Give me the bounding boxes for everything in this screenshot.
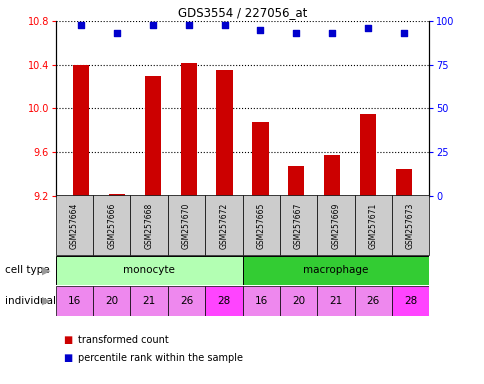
Text: 28: 28	[217, 296, 230, 306]
Text: GSM257666: GSM257666	[107, 202, 116, 248]
Bar	[93, 195, 130, 255]
Text: cell type: cell type	[5, 265, 49, 275]
Bar	[167, 286, 205, 316]
Bar	[167, 195, 205, 255]
Bar	[324, 156, 340, 196]
Text: GSM257672: GSM257672	[219, 202, 228, 248]
Bar	[205, 286, 242, 316]
Point	[256, 27, 264, 33]
Bar	[395, 169, 411, 196]
Point	[399, 30, 407, 36]
Bar	[56, 256, 242, 285]
Text: ■: ■	[63, 353, 72, 363]
Point	[113, 30, 121, 36]
Text: ▶: ▶	[42, 296, 50, 306]
Bar	[391, 286, 428, 316]
Bar	[354, 195, 391, 255]
Text: GSM257670: GSM257670	[182, 202, 191, 248]
Text: ▶: ▶	[42, 265, 50, 275]
Text: 26: 26	[366, 296, 379, 306]
Point	[184, 22, 192, 28]
Text: 26: 26	[180, 296, 193, 306]
Bar	[317, 286, 354, 316]
Bar	[242, 256, 428, 285]
Point	[363, 25, 371, 31]
Bar	[144, 76, 160, 196]
Text: macrophage: macrophage	[302, 265, 368, 275]
Point	[220, 22, 228, 28]
Point	[328, 30, 335, 36]
Text: GSM257664: GSM257664	[70, 202, 79, 248]
Point	[149, 22, 156, 28]
Text: GSM257668: GSM257668	[144, 202, 153, 248]
Text: individual: individual	[5, 296, 56, 306]
Bar	[252, 122, 268, 196]
Text: monocyte: monocyte	[123, 265, 175, 275]
Bar	[360, 114, 376, 196]
Bar	[93, 286, 130, 316]
Bar	[354, 286, 391, 316]
Text: 16: 16	[254, 296, 267, 306]
Text: GSM257673: GSM257673	[405, 202, 414, 248]
Bar	[216, 70, 232, 196]
Bar	[130, 286, 167, 316]
Bar	[180, 63, 197, 196]
Point	[77, 22, 85, 28]
Bar	[279, 195, 317, 255]
Bar	[317, 195, 354, 255]
Bar	[242, 286, 279, 316]
Text: GSM257671: GSM257671	[368, 202, 377, 248]
Bar	[279, 286, 317, 316]
Text: 20: 20	[291, 296, 304, 306]
Bar	[205, 195, 242, 255]
Text: 20: 20	[105, 296, 118, 306]
Title: GDS3554 / 227056_at: GDS3554 / 227056_at	[178, 5, 306, 18]
Text: GSM257669: GSM257669	[331, 202, 340, 248]
Bar	[56, 286, 93, 316]
Text: 28: 28	[403, 296, 416, 306]
Text: 16: 16	[68, 296, 81, 306]
Bar	[73, 65, 89, 196]
Bar	[287, 166, 304, 196]
Text: ■: ■	[63, 335, 72, 345]
Bar	[130, 195, 167, 255]
Bar	[108, 194, 124, 196]
Bar	[391, 195, 428, 255]
Text: 21: 21	[142, 296, 155, 306]
Text: 21: 21	[329, 296, 342, 306]
Bar	[242, 195, 279, 255]
Text: GSM257667: GSM257667	[293, 202, 302, 248]
Bar	[56, 195, 93, 255]
Text: transformed count: transformed count	[77, 335, 168, 345]
Point	[292, 30, 300, 36]
Text: GSM257665: GSM257665	[256, 202, 265, 248]
Text: percentile rank within the sample: percentile rank within the sample	[77, 353, 242, 363]
